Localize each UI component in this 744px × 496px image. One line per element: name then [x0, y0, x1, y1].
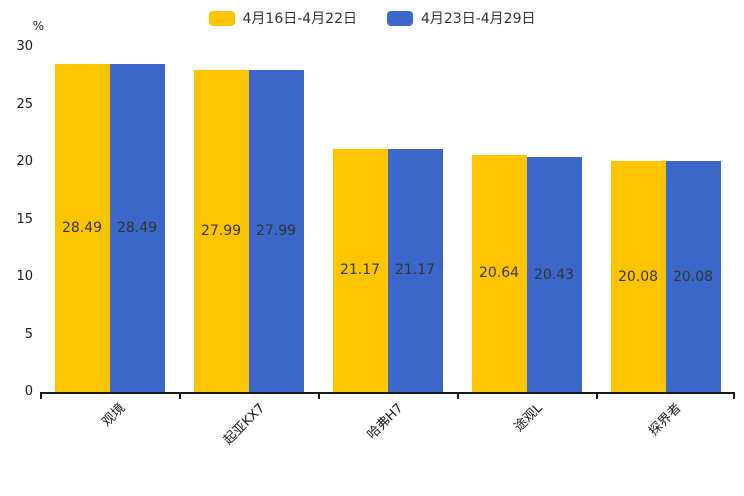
x-axis-tick: [179, 394, 181, 399]
x-axis-tick: [318, 394, 320, 399]
x-axis-tick: [457, 394, 459, 399]
bar-value-label: 21.17: [339, 262, 381, 279]
plot-area: 28.49 28.49 27.99 27.99 21.17 21.17 20.64 20.43…: [40, 47, 735, 399]
x-category-label: 起亚KX7: [220, 400, 268, 448]
legend: 4月16日-4月22日 4月23日-4月29日: [0, 8, 744, 28]
bar-series2-cat2[interactable]: [248, 70, 304, 392]
legend-label-week2: 4月23日-4月29日: [421, 11, 536, 27]
bar-value-label: 21.17: [394, 262, 436, 279]
bar-value-label: 27.99: [255, 223, 297, 240]
bar-series2-cat3[interactable]: [387, 148, 443, 392]
x-axis-tick: [40, 394, 42, 399]
bar-series1-cat5[interactable]: [610, 161, 666, 392]
y-tick-label: 5: [24, 326, 33, 342]
bar-value-label: 20.64: [478, 265, 520, 282]
y-tick-label: 15: [16, 211, 33, 227]
legend-label-week1: 4月16日-4月22日: [242, 11, 358, 27]
legend-swatch-week2: [387, 10, 413, 26]
bar-series1-cat1[interactable]: [54, 64, 110, 392]
bar-value-label: 20.08: [617, 268, 659, 285]
legend-item-week2[interactable]: 4月23日-4月29日: [387, 8, 536, 28]
bar-series1-cat4[interactable]: [471, 154, 527, 392]
bar-value-label: 28.49: [61, 220, 103, 237]
x-category-label: 哈弗H7: [365, 400, 407, 443]
bar-series2-cat1[interactable]: [109, 64, 165, 392]
x-axis-tick: [596, 394, 598, 399]
y-axis-unit-label: %: [32, 19, 44, 33]
y-tick-label: 0: [24, 384, 33, 399]
y-tick-label: 20: [16, 154, 33, 169]
x-axis-tick: [733, 394, 735, 399]
x-category-label: 途观L: [511, 400, 546, 435]
bar-value-label: 27.99: [200, 223, 242, 240]
bar-series2-cat4[interactable]: [526, 157, 582, 392]
y-tick-label: 10: [16, 269, 33, 284]
y-tick-label: 25: [16, 96, 33, 112]
y-tick-label: 30: [16, 39, 33, 54]
bar-series1-cat3[interactable]: [332, 148, 388, 392]
bar-value-label: 20.43: [533, 266, 575, 283]
x-category-label: 探界者: [646, 400, 685, 440]
legend-item-week1[interactable]: 4月16日-4月22日: [208, 8, 358, 28]
bar-series2-cat5[interactable]: [665, 161, 721, 392]
bar-value-label: 28.49: [116, 220, 158, 237]
legend-swatch-week1: [208, 10, 235, 26]
x-category-label: 观境: [99, 400, 129, 430]
bar-value-label: 20.08: [672, 268, 714, 285]
bar-series1-cat2[interactable]: [193, 70, 249, 392]
